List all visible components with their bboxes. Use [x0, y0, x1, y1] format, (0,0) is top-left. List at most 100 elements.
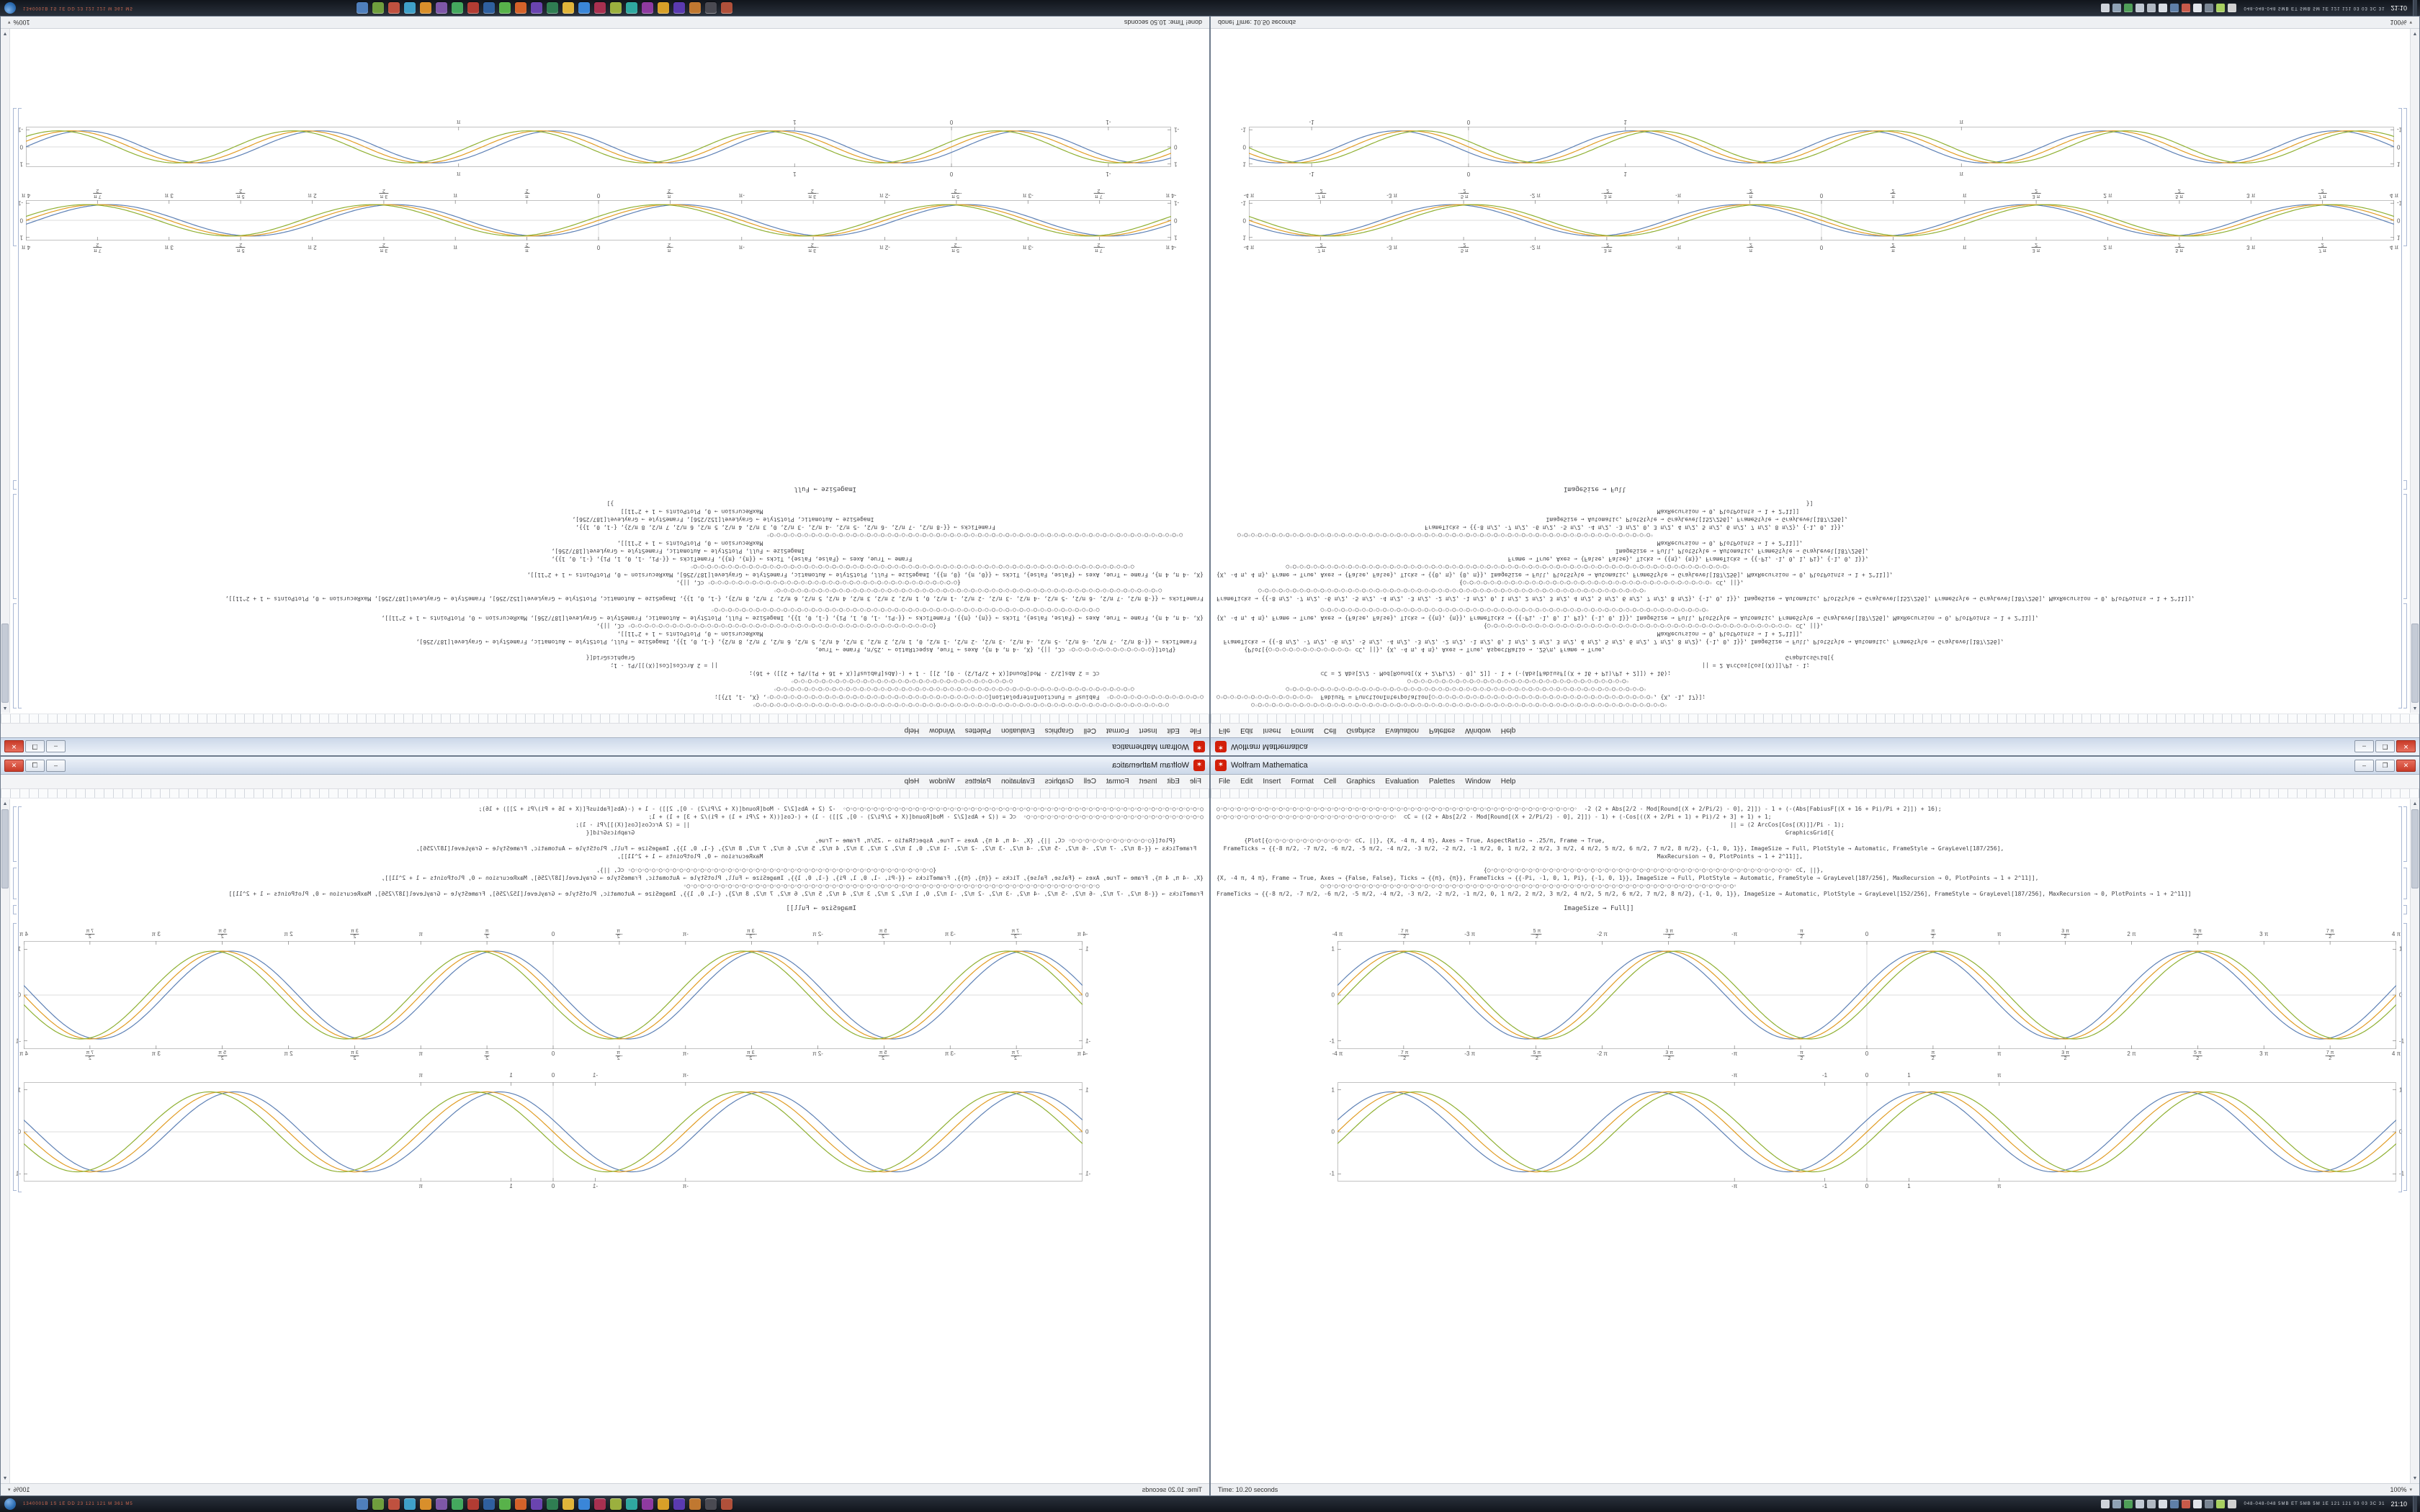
tray-icon[interactable] [2159, 1500, 2168, 1508]
window-title-bar[interactable]: ✶ Wolfram Mathematica – ❐ ✕ [1211, 737, 2419, 755]
vertical-scrollbar[interactable]: ▲ ▼ [1, 29, 10, 713]
input-cell-2[interactable]: FrameTicks → {{-8 π/2, -7 π/2, -6 π/2, -… [1216, 500, 2410, 603]
menu-file[interactable]: File [1219, 778, 1231, 786]
zoom-caret-icon[interactable]: ▾ [2409, 19, 2412, 24]
close-button[interactable]: ✕ [2396, 740, 2416, 752]
tray-icon[interactable] [2228, 1500, 2237, 1508]
start-button[interactable] [4, 1498, 16, 1510]
scrollbar-thumb[interactable] [2411, 809, 2419, 888]
menu-evaluation[interactable]: Evaluation [1001, 726, 1035, 734]
menu-file[interactable]: File [1219, 726, 1231, 734]
tray-icon[interactable] [2182, 1500, 2191, 1508]
cell-bracket[interactable] [13, 108, 17, 246]
taskbar-app-icon[interactable] [562, 1498, 574, 1510]
taskbar-app-icon[interactable] [419, 2, 431, 14]
taskbar-app-icon[interactable] [387, 1498, 400, 1510]
taskbar-app-icon[interactable] [483, 2, 495, 14]
cell-bracket[interactable] [2403, 923, 2407, 1191]
zoom-caret-icon[interactable]: ▾ [8, 1488, 11, 1493]
scrollbar-thumb[interactable] [1, 809, 9, 888]
menu-insert[interactable]: Insert [1263, 726, 1281, 734]
cell-bracket[interactable] [18, 108, 22, 708]
menu-cell[interactable]: Cell [1083, 726, 1096, 734]
taskbar-app-icon[interactable] [467, 1498, 479, 1510]
taskbar-app-icon[interactable] [704, 2, 717, 14]
tray-icon[interactable] [2228, 4, 2237, 12]
taskbar-app-icon[interactable] [578, 2, 590, 14]
scroll-down-arrow-icon[interactable]: ▼ [2412, 31, 2418, 36]
taskbar-app-icon[interactable] [593, 2, 606, 14]
menu-edit[interactable]: Edit [1167, 726, 1180, 734]
taskbar-app-icon[interactable] [372, 2, 384, 14]
menu-graphics[interactable]: Graphics [1044, 778, 1074, 786]
close-button[interactable]: ✕ [4, 740, 24, 752]
cell-brackets[interactable] [2397, 29, 2408, 713]
taskbar-app-icon[interactable] [657, 2, 669, 14]
tray-icon[interactable] [2216, 1500, 2226, 1508]
menu-window[interactable]: Window [1465, 726, 1491, 734]
taskbar-app-icon[interactable] [514, 2, 526, 14]
menu-file[interactable]: File [1189, 726, 1201, 734]
cell-bracket[interactable] [13, 480, 17, 490]
scroll-up-arrow-icon[interactable]: ▲ [2412, 706, 2418, 711]
scroll-down-arrow-icon[interactable]: ▼ [2, 31, 8, 36]
menu-insert[interactable]: Insert [1263, 778, 1281, 786]
notebook-content[interactable]: ○◦◯◦○◦◯◦○◦◯◦○◦◯◦○◦◯◦○◦◯◦○◦◯◦○◦◯◦○◦◯◦○◦◯◦… [10, 799, 1209, 1483]
menu-cell[interactable]: Cell [1083, 778, 1096, 786]
taskbar-app-icon[interactable] [625, 1498, 637, 1510]
cell-bracket[interactable] [13, 868, 17, 899]
tray-icon[interactable] [2205, 1500, 2214, 1508]
menu-graphics[interactable]: Graphics [1346, 778, 1376, 786]
taskbar-app-icon[interactable] [356, 1498, 368, 1510]
taskbar-app-icon[interactable] [609, 1498, 622, 1510]
cell-bracket[interactable] [2403, 108, 2407, 246]
menu-palettes[interactable]: Palettes [964, 726, 991, 734]
tray-icon[interactable] [2147, 4, 2156, 12]
cell-bracket[interactable] [2403, 494, 2407, 599]
tray-icon[interactable] [2124, 1500, 2133, 1508]
minimize-button[interactable]: – [2354, 740, 2374, 752]
zoom-caret-icon[interactable]: ▾ [2409, 1488, 2412, 1493]
menu-evaluation[interactable]: Evaluation [1001, 778, 1035, 786]
input-cell-2[interactable]: {○◦◯◦○◦◯◦○◦◯◦○◦◯◦○◦◯◦○◦◯◦○◦◯◦○◦◯◦○◦◯◦○◦◯… [1216, 866, 2410, 898]
cell-bracket[interactable] [13, 923, 17, 1191]
taskbar-app-icon[interactable] [673, 2, 685, 14]
taskbar-app-icon[interactable] [451, 1498, 463, 1510]
tray-icon[interactable] [2170, 4, 2179, 12]
tray-icon[interactable] [2124, 4, 2133, 12]
taskbar-app-icon[interactable] [704, 1498, 717, 1510]
menu-window[interactable]: Window [929, 778, 955, 786]
cell-bracket[interactable] [2398, 108, 2402, 708]
cell-brackets[interactable] [12, 29, 23, 713]
menu-evaluation[interactable]: Evaluation [1385, 726, 1419, 734]
menu-graphics[interactable]: Graphics [1044, 726, 1074, 734]
window-title-bar[interactable]: ✶ Wolfram Mathematica – ❐ ✕ [1, 757, 1209, 775]
vertical-scrollbar[interactable]: ▲ ▼ [2410, 799, 2419, 1483]
maximize-button[interactable]: ❐ [25, 740, 45, 752]
menu-edit[interactable]: Edit [1167, 778, 1180, 786]
menu-edit[interactable]: Edit [1240, 726, 1253, 734]
close-button[interactable]: ✕ [4, 760, 24, 772]
menu-cell[interactable]: Cell [1324, 778, 1337, 786]
menu-window[interactable]: Window [929, 726, 955, 734]
menu-palettes[interactable]: Palettes [1429, 726, 1456, 734]
vertical-scrollbar[interactable]: ▲ ▼ [1, 799, 10, 1483]
taskbar-app-icon[interactable] [593, 1498, 606, 1510]
menu-cell[interactable]: Cell [1324, 726, 1337, 734]
tray-icon[interactable] [2112, 1500, 2122, 1508]
scroll-up-arrow-icon[interactable]: ▲ [2, 801, 8, 806]
cell-bracket[interactable] [2398, 806, 2402, 1192]
zoom-level[interactable]: 100% [2390, 19, 2407, 26]
show-desktop-button[interactable] [2413, 0, 2417, 16]
taskbar-app-icon[interactable] [403, 2, 416, 14]
taskbar-app-icon[interactable] [625, 2, 637, 14]
taskbar-app-icon[interactable] [435, 2, 447, 14]
cell-bracket[interactable] [13, 494, 17, 599]
window-title-bar[interactable]: ✶ Wolfram Mathematica – ❐ ✕ [1211, 757, 2419, 775]
taskbar-app-icon[interactable] [498, 1498, 511, 1510]
taskbar-app-icon[interactable] [689, 2, 701, 14]
taskbar-app-icon[interactable] [483, 1498, 495, 1510]
window-title-bar[interactable]: ✶ Wolfram Mathematica – ❐ ✕ [1, 737, 1209, 755]
taskbar-app-icon[interactable] [435, 1498, 447, 1510]
menu-format[interactable]: Format [1106, 726, 1129, 734]
